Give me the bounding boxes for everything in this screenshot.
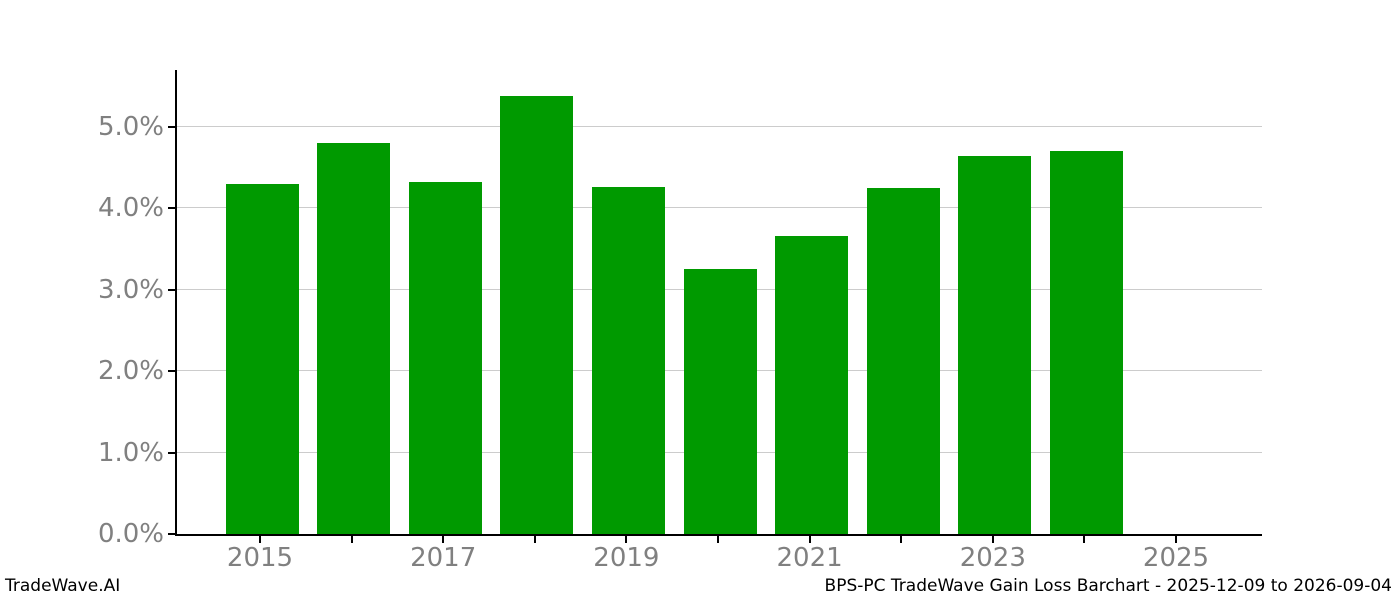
bar-2019 xyxy=(591,187,665,534)
x-tick-label-2015: 2015 xyxy=(226,543,294,573)
bar-2023 xyxy=(958,156,1032,534)
x-tick-label-2017: 2017 xyxy=(410,543,477,573)
bar-2018 xyxy=(500,96,574,534)
x-tick-label-2019: 2019 xyxy=(593,543,660,573)
bar-2016 xyxy=(317,143,391,534)
bar-2024 xyxy=(1049,151,1123,534)
x-axis-tick-2016 xyxy=(350,536,353,543)
y-tick-label: 0.0% xyxy=(97,519,164,549)
gridline-5.0% xyxy=(177,125,1262,127)
x-axis-tick-2018 xyxy=(533,536,536,543)
y-tick-label: 1.0% xyxy=(97,437,164,468)
gridline-4.0% xyxy=(177,207,1262,209)
x-axis-tick-2021 xyxy=(808,536,811,543)
y-axis-tick xyxy=(168,451,175,454)
x-tick-label-2021: 2021 xyxy=(776,543,843,573)
x-axis-tick-2020 xyxy=(717,536,719,543)
y-axis-tick xyxy=(168,370,175,373)
y-tick-label: 4.0% xyxy=(97,193,164,224)
bar-2020 xyxy=(683,269,757,534)
plot-area xyxy=(175,70,1262,536)
chart-title: BPS-PC TradeWave Gain Loss Barchart - 20… xyxy=(824,576,1392,596)
x-axis-tick-2015 xyxy=(259,536,261,543)
brand-watermark: TradeWave.AI xyxy=(5,576,121,596)
x-axis-tick-2025 xyxy=(1175,536,1177,543)
bar-2022 xyxy=(866,188,940,534)
y-axis-tick xyxy=(168,288,175,291)
x-tick-label-2023: 2023 xyxy=(959,543,1026,573)
bar-2021 xyxy=(775,236,849,534)
y-axis-tick xyxy=(168,125,175,128)
y-tick-label: 3.0% xyxy=(97,274,164,305)
y-tick-label: 5.0% xyxy=(97,111,164,142)
y-tick-label: 2.0% xyxy=(97,356,164,387)
y-axis-tick xyxy=(168,207,175,210)
x-axis-tick-2019 xyxy=(625,536,628,543)
x-axis-tick-2022 xyxy=(900,536,903,543)
bar-2017 xyxy=(408,182,482,534)
x-tick-label-2025: 2025 xyxy=(1142,543,1210,573)
bar-2015 xyxy=(225,183,299,534)
y-axis-tick xyxy=(168,533,175,535)
x-axis-tick-2024 xyxy=(1083,536,1086,543)
x-axis-tick-2023 xyxy=(991,536,994,543)
x-axis-tick-2017 xyxy=(442,536,445,543)
